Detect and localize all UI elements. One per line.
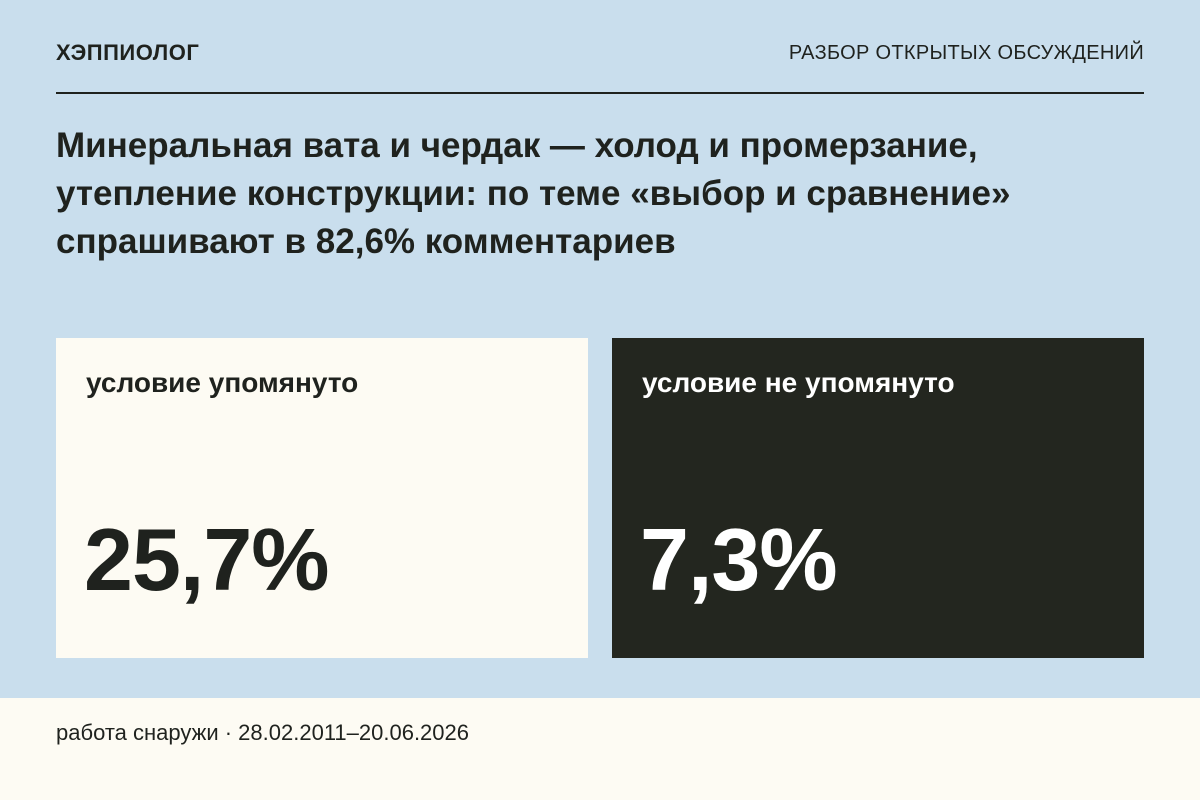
header: ХЭППИОЛОГ РАЗБОР ОТКРЫТЫХ ОБСУЖДЕНИЙ — [56, 36, 1144, 70]
headline: Минеральная вата и чердак — холод и пром… — [56, 126, 1011, 261]
stat-value: 7,3% — [640, 510, 838, 609]
divider — [56, 92, 1144, 94]
brand-logo: ХЭППИОЛОГ — [56, 40, 200, 65]
footer: работа снаружи · 28.02.2011–20.06.2026 — [0, 698, 1200, 800]
stat-label: условие не упомянуто — [642, 367, 955, 398]
stat-value: 25,7% — [84, 510, 330, 609]
stat-card-mentioned: условие упомянуто 25,7% — [56, 338, 588, 658]
stat-label: условие упомянуто — [86, 367, 359, 398]
stat-card-not-mentioned: условие не упомянуто 7,3% — [612, 338, 1144, 658]
section-label: РАЗБОР ОТКРЫТЫХ ОБСУЖДЕНИЙ — [788, 41, 1144, 64]
footer-text: работа снаружи · 28.02.2011–20.06.2026 — [56, 720, 469, 745]
